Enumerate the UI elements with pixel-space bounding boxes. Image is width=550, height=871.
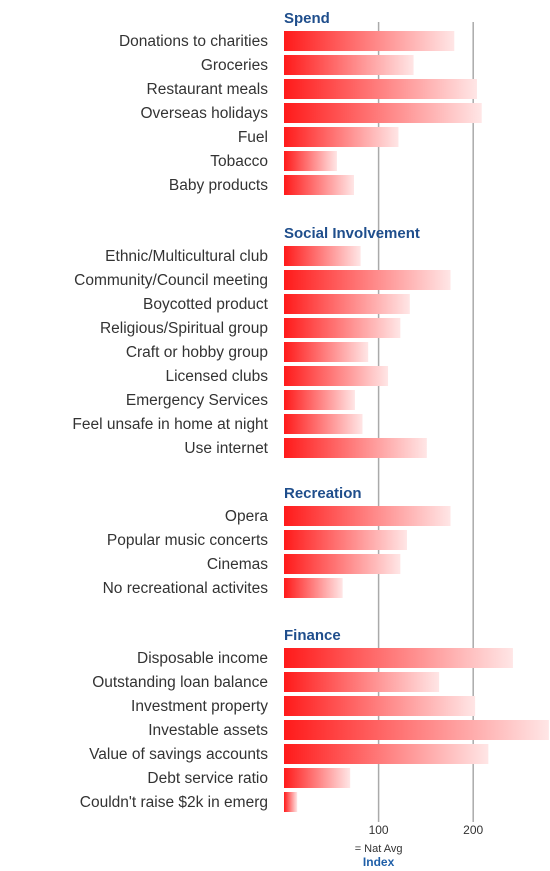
category-label: Popular music concerts [107, 532, 268, 549]
category-label: Value of savings accounts [89, 746, 268, 763]
category-label: Couldn't raise $2k in emerg [80, 794, 268, 811]
category-label: Donations to charities [119, 33, 268, 50]
reference-note: = Nat Avg [355, 843, 403, 855]
section-title: Social Involvement [284, 225, 420, 242]
bars-layer [284, 31, 549, 812]
bar [284, 270, 451, 290]
bar [284, 672, 440, 692]
bar [284, 79, 477, 99]
bar [284, 103, 482, 123]
category-label: Community/Council meeting [74, 272, 268, 289]
bar [284, 578, 343, 598]
bar [284, 294, 410, 314]
category-label: Overseas holidays [140, 105, 268, 122]
section-title: Finance [284, 627, 341, 644]
bar [284, 151, 337, 171]
category-label: Restaurant meals [147, 81, 269, 98]
category-label: Craft or hobby group [126, 344, 268, 361]
bar [284, 768, 351, 788]
tick-label: 100 [369, 823, 389, 837]
category-label: Opera [225, 508, 268, 525]
tick-label: 200 [463, 823, 483, 837]
category-label: Investable assets [148, 722, 268, 739]
category-label: Disposable income [137, 650, 268, 667]
x-axis-title: Index [363, 855, 395, 869]
category-label: Debt service ratio [147, 770, 268, 787]
section-title: Spend [284, 10, 330, 27]
category-label: Baby products [169, 177, 268, 194]
bar [284, 720, 549, 740]
category-label: Use internet [184, 440, 268, 457]
bar [284, 744, 489, 764]
category-label: Groceries [201, 57, 268, 74]
category-label: Emergency Services [126, 392, 268, 409]
category-label: Fuel [238, 129, 268, 146]
bar [284, 554, 401, 574]
bar [284, 342, 369, 362]
bar [284, 55, 414, 75]
category-label: Licensed clubs [165, 368, 268, 385]
category-label: Boycotted product [143, 296, 269, 313]
category-label: Investment property [131, 698, 268, 715]
bar [284, 318, 401, 338]
category-label: No recreational activites [103, 580, 269, 597]
category-label: Cinemas [207, 556, 268, 573]
category-label: Tobacco [210, 153, 268, 170]
category-label: Religious/Spiritual group [100, 320, 268, 337]
bar [284, 438, 427, 458]
bar [284, 246, 361, 266]
bar [284, 366, 389, 386]
bar [284, 648, 513, 668]
bar [284, 390, 355, 410]
bar [284, 414, 363, 434]
bar [284, 530, 407, 550]
bar [284, 175, 355, 195]
bar [284, 506, 451, 526]
bar [284, 792, 298, 812]
bar [284, 31, 455, 51]
bar [284, 696, 476, 716]
category-label: Feel unsafe in home at night [72, 416, 268, 433]
labels-layer: Spend Donations to charities Groceries Rest… [72, 10, 420, 811]
bar [284, 127, 399, 147]
category-label: Ethnic/Multicultural club [105, 248, 268, 265]
section-title: Recreation [284, 485, 362, 502]
category-label: Outstanding loan balance [92, 674, 268, 691]
